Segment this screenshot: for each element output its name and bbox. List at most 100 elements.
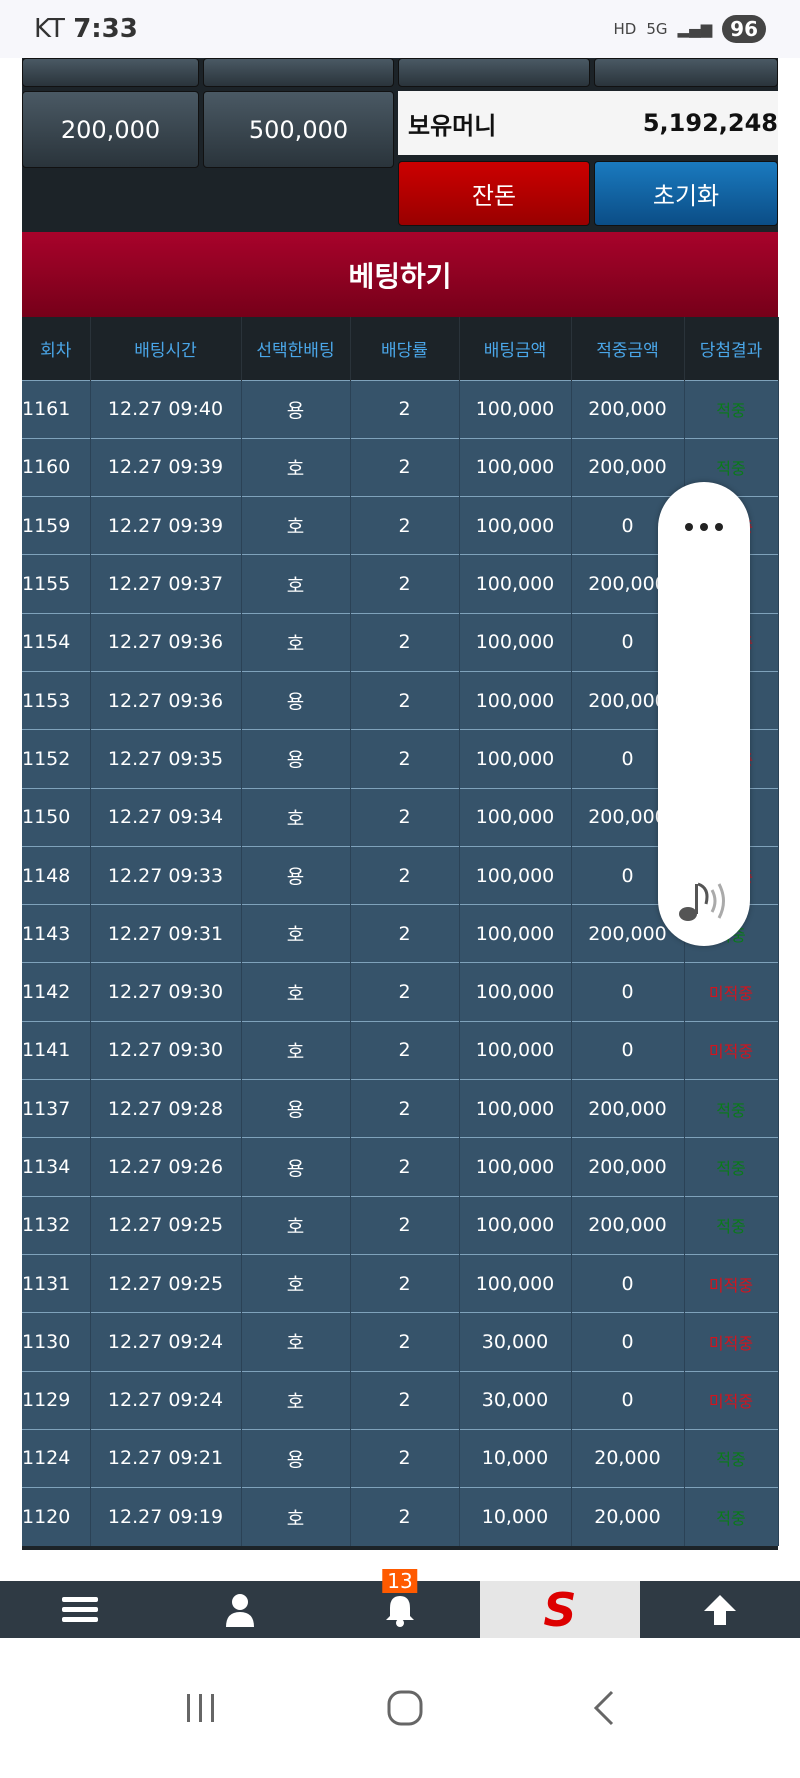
table-cell: 1131 (22, 1253, 91, 1313)
table-cell: 20,000 (571, 1428, 685, 1488)
clock: 7:33 (73, 14, 138, 44)
table-cell: 200,000 (571, 379, 685, 439)
table-cell: 2 (350, 962, 460, 1022)
table-cell: 1134 (22, 1137, 91, 1197)
amount-button[interactable] (398, 58, 590, 87)
table-cell: 100,000 (459, 787, 572, 847)
5g-icon: 5G (646, 20, 668, 38)
table-cell: 호 (241, 1487, 351, 1546)
table-row: 1134 12.27 09:26 용 2 100,000 200,000 적중 (22, 1137, 779, 1197)
column-header: 적중금액 (571, 317, 685, 380)
table-cell: 12.27 09:34 (90, 787, 242, 847)
bet-history-table: 회차 배팅시간 선택한배팅 배당률 배팅금액 적중금액 당첨결과 1161 12.27 09:… (22, 317, 779, 1546)
more-icon[interactable] (684, 522, 724, 532)
amount-200000-button[interactable]: 200,000 (22, 91, 199, 168)
result-cell: 미적중 (684, 1253, 779, 1313)
table-cell: 200,000 (571, 1137, 685, 1197)
table-cell: 1132 (22, 1195, 91, 1255)
home-icon[interactable] (386, 1689, 424, 1727)
notification-badge: 13 (382, 1569, 418, 1593)
result-cell: 적중 (684, 379, 779, 439)
floating-media-panel[interactable] (658, 482, 750, 946)
user-icon (226, 1593, 254, 1627)
table-cell: 용 (241, 379, 351, 439)
column-header: 배팅시간 (90, 317, 242, 380)
table-row: 1160 12.27 09:39 호 2 100,000 200,000 적중 (22, 437, 779, 497)
table-cell: 1159 (22, 496, 91, 555)
table-cell: 호 (241, 612, 351, 672)
table-cell: 2 (350, 1137, 460, 1197)
table-cell: 2 (350, 1370, 460, 1430)
table-cell: 0 (571, 1020, 685, 1080)
table-cell: 100,000 (459, 845, 572, 905)
amount-button[interactable] (594, 58, 778, 87)
table-cell: 1129 (22, 1370, 91, 1430)
table-cell: 100,000 (459, 612, 572, 672)
logo-text: S (543, 1582, 577, 1637)
table-cell: 200,000 (571, 1195, 685, 1255)
table-cell: 2 (350, 1428, 460, 1488)
amount-button[interactable] (22, 58, 199, 87)
table-cell: 12.27 09:35 (90, 729, 242, 789)
music-sound-icon[interactable] (676, 878, 732, 924)
user-button[interactable] (160, 1581, 320, 1638)
table-cell: 12.27 09:25 (90, 1253, 242, 1313)
table-row: 1141 12.27 09:30 호 2 100,000 0 미적중 (22, 1020, 779, 1080)
table-cell: 2 (350, 554, 460, 614)
table-row: 1132 12.27 09:25 호 2 100,000 200,000 적중 (22, 1195, 779, 1255)
table-cell: 200,000 (571, 1079, 685, 1138)
table-cell: 30,000 (459, 1370, 572, 1430)
result-cell: 적중 (684, 1487, 779, 1546)
place-bet-button[interactable]: 베팅하기 (22, 232, 778, 317)
balance-value: 5,192,248 (642, 109, 778, 137)
table-cell: 2 (350, 729, 460, 789)
table-cell: 호 (241, 787, 351, 847)
table-cell: 10,000 (459, 1428, 572, 1488)
table-cell: 12.27 09:21 (90, 1428, 242, 1488)
table-row: 1129 12.27 09:24 호 2 30,000 0 미적중 (22, 1370, 779, 1430)
menu-button[interactable] (0, 1581, 160, 1638)
table-cell: 용 (241, 1428, 351, 1488)
table-cell: 2 (350, 670, 460, 730)
table-cell: 1141 (22, 1020, 91, 1080)
table-cell: 용 (241, 729, 351, 789)
table-cell: 1153 (22, 670, 91, 730)
signal-icon: ▂▄▆ (677, 20, 713, 38)
amount-500000-button[interactable]: 500,000 (203, 91, 394, 168)
table-cell: 0 (571, 1312, 685, 1372)
back-icon[interactable] (592, 1690, 616, 1726)
table-cell: 100,000 (459, 496, 572, 555)
result-cell: 적중 (684, 437, 779, 497)
table-cell: 1160 (22, 437, 91, 497)
result-cell: 적중 (684, 1079, 779, 1138)
table-cell: 호 (241, 962, 351, 1022)
table-cell: 호 (241, 437, 351, 497)
scroll-top-button[interactable] (640, 1581, 800, 1638)
notification-button[interactable]: 13 (320, 1569, 480, 1638)
table-cell: 12.27 09:19 (90, 1487, 242, 1546)
table-cell: 1142 (22, 962, 91, 1022)
betting-page: 200,000 500,000 보유머니 5,192,248 잔돈 초기화 베팅하… (22, 58, 779, 1550)
change-button[interactable]: 잔돈 (398, 161, 590, 226)
table-cell: 호 (241, 1370, 351, 1430)
table-cell: 100,000 (459, 1195, 572, 1255)
recent-apps-icon[interactable] (184, 1692, 218, 1724)
table-cell: 호 (241, 554, 351, 614)
table-cell: 호 (241, 496, 351, 555)
table-cell: 2 (350, 845, 460, 905)
table-cell: 12.27 09:25 (90, 1195, 242, 1255)
table-cell: 30,000 (459, 1312, 572, 1372)
reset-button[interactable]: 초기화 (594, 161, 778, 226)
table-cell: 12.27 09:26 (90, 1137, 242, 1197)
site-logo[interactable]: S (480, 1581, 640, 1638)
table-cell: 1154 (22, 612, 91, 672)
result-cell: 미적중 (684, 1370, 779, 1430)
table-cell: 100,000 (459, 1020, 572, 1080)
table-cell: 2 (350, 1312, 460, 1372)
amount-button[interactable] (203, 58, 394, 87)
table-row: 1120 12.27 09:19 호 2 10,000 20,000 적중 (22, 1487, 779, 1546)
table-cell: 용 (241, 1079, 351, 1138)
column-header: 회차 (22, 317, 91, 380)
table-row: 1130 12.27 09:24 호 2 30,000 0 미적중 (22, 1312, 779, 1372)
table-cell: 호 (241, 1312, 351, 1372)
